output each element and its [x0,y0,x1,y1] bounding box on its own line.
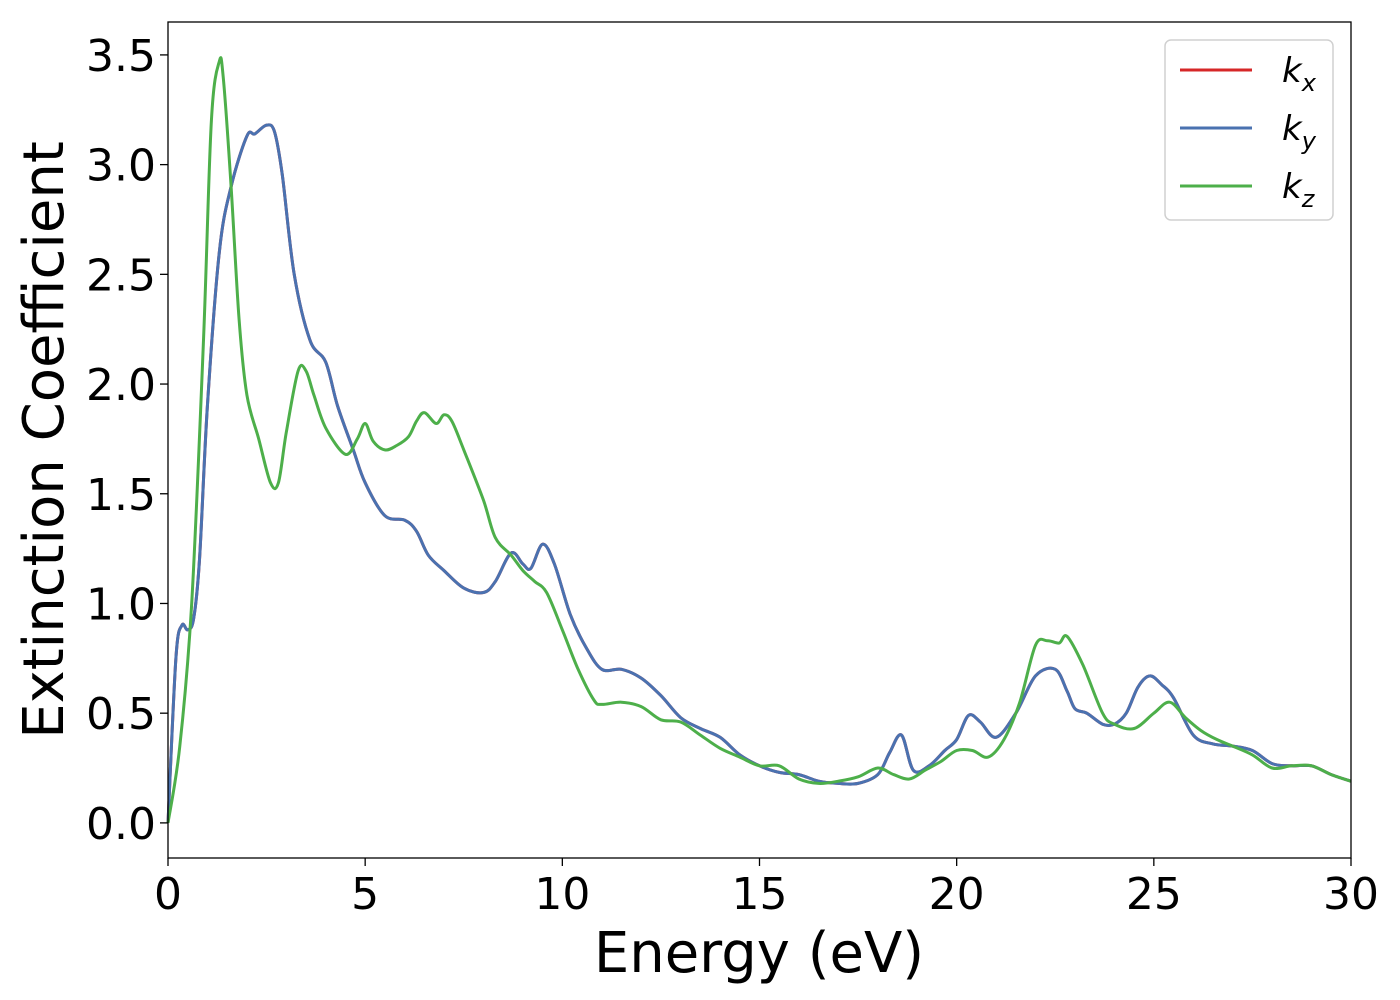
series-line-y [166,123,1352,823]
x-axis-ticks: 0 5 10 15 20 25 30 [154,858,1379,920]
y-axis-label: Extinction Coefficient [12,141,77,739]
y-tick-label: 3.0 [86,141,156,192]
legend-label-base: k [1282,167,1303,207]
y-tick-label: 1.5 [86,470,156,521]
x-tick-label: 25 [1126,869,1182,920]
legend-label-x: kx [1282,51,1317,97]
legend-label-base: k [1282,51,1303,91]
legend-box [1164,39,1334,221]
series-line-z [166,56,1352,824]
legend-label-sub: y [1301,127,1317,155]
x-tick-label: 10 [534,869,590,920]
legend-label-base: k [1282,109,1303,149]
series-layer [166,56,1352,824]
x-tick-label: 20 [929,869,985,920]
y-axis-ticks: 0.0 0.5 1.0 1.5 2.0 2.5 3.0 3.5 [86,31,168,850]
x-tick-label: 0 [154,869,182,920]
legend-label-sub: z [1301,185,1316,213]
x-tick-label: 30 [1323,869,1379,920]
series-line-x [166,123,1352,823]
x-tick-label: 15 [732,869,788,920]
x-axis-label: Energy (eV) [594,921,924,986]
y-tick-label: 2.0 [86,360,156,411]
legend-label-y: ky [1282,109,1317,155]
y-tick-label: 0.5 [86,689,156,740]
legend-label-z: kz [1282,167,1316,213]
y-tick-label: 3.5 [86,31,156,82]
y-tick-label: 2.5 [86,250,156,301]
y-tick-label: 1.0 [86,579,156,630]
legend-label-sub: x [1301,69,1317,97]
y-tick-label: 0.0 [86,799,156,850]
x-tick-label: 5 [351,869,379,920]
